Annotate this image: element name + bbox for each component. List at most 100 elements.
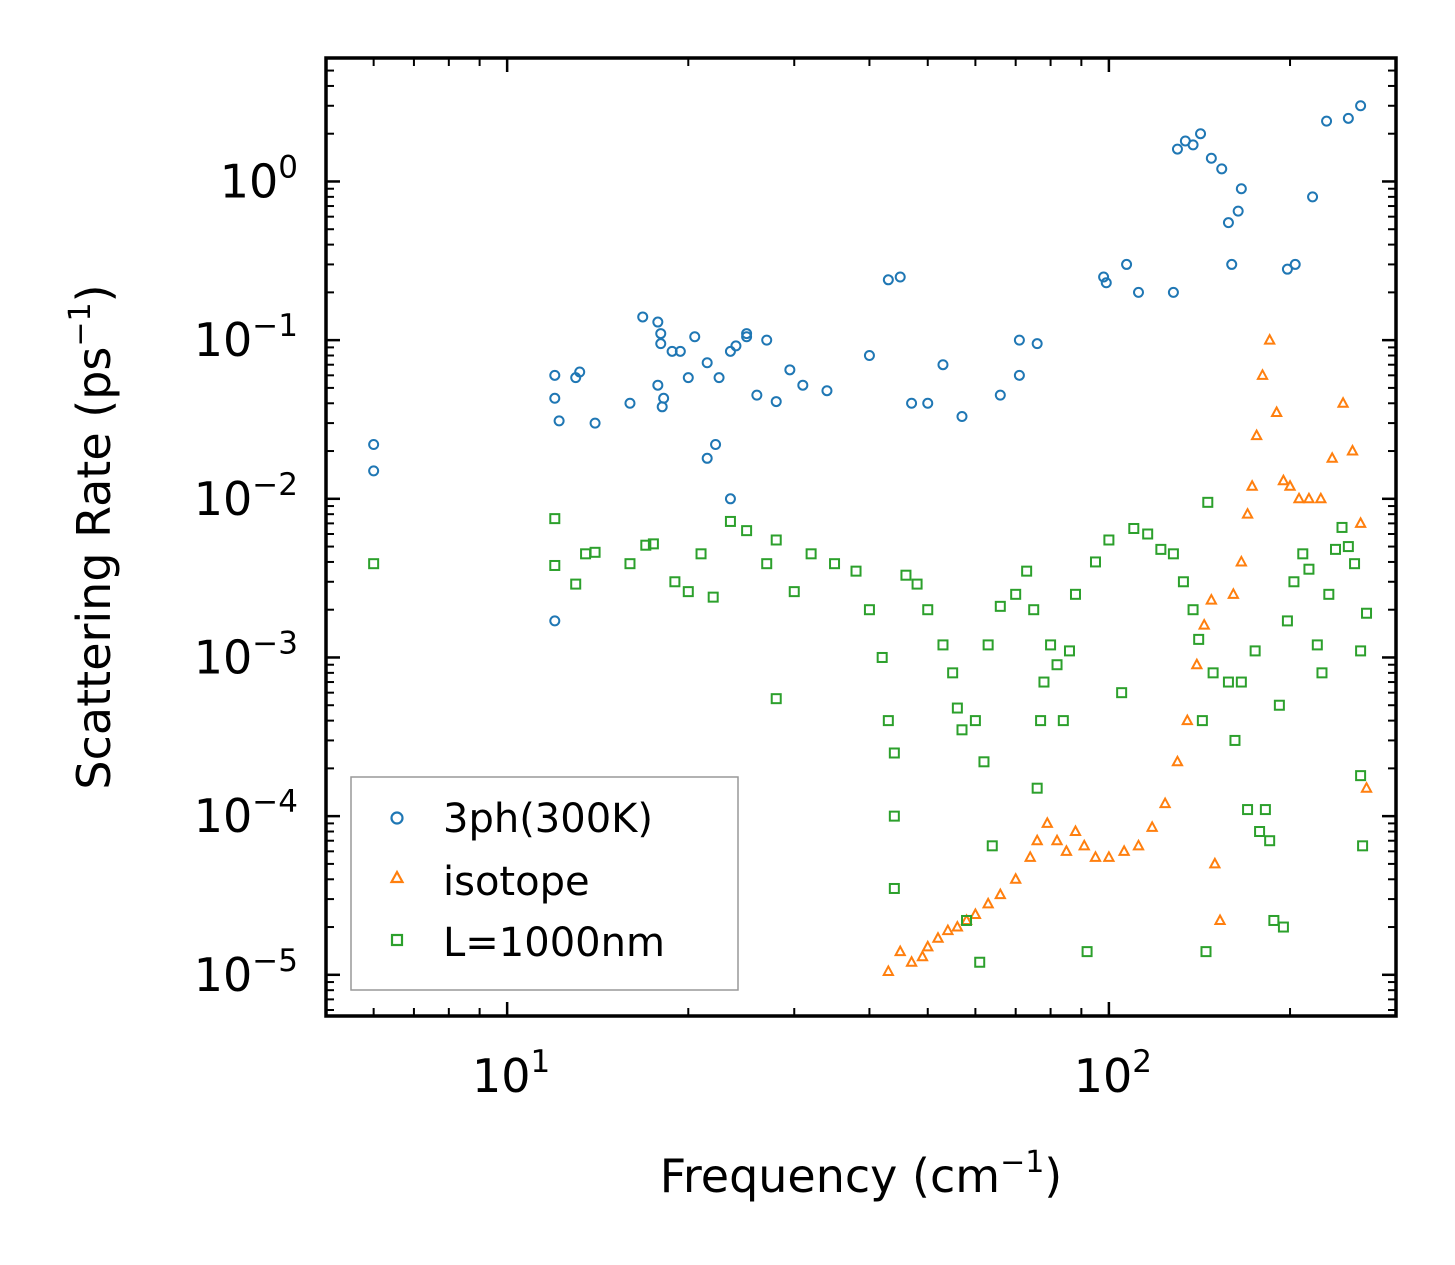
point-2-30: [922, 604, 934, 616]
point-0-31: [761, 334, 773, 346]
point-1-4: [921, 939, 935, 952]
point-0-61: [1235, 183, 1247, 195]
point-2-91: [1355, 770, 1367, 782]
point-1-15: [1041, 816, 1054, 828]
point-2-64: [1196, 715, 1208, 727]
point-2-43: [1021, 565, 1033, 577]
point-1-43: [1292, 491, 1306, 504]
point-0-54: [1187, 139, 1199, 151]
point-1-31: [1208, 856, 1222, 869]
point-0-48: [1100, 277, 1112, 289]
point-2-37: [974, 956, 986, 968]
point-0-16: [656, 401, 668, 413]
point-0-52: [1171, 143, 1183, 155]
point-2-93: [1361, 607, 1373, 619]
point-1-21: [1102, 850, 1116, 862]
point-2-34: [956, 724, 968, 736]
point-1-46: [1325, 451, 1339, 463]
point-2-24: [882, 715, 894, 727]
point-0-42: [956, 411, 968, 423]
point-1-48: [1346, 443, 1359, 456]
point-1-28: [1190, 657, 1204, 670]
y-tick-label: 10−4: [194, 784, 298, 843]
point-2-88: [1342, 541, 1354, 553]
point-0-33: [784, 364, 796, 376]
point-2-44: [1028, 604, 1040, 616]
point-1-41: [1277, 473, 1290, 486]
y-tick-label: 10−2: [194, 467, 298, 526]
point-1-22: [1117, 844, 1131, 856]
point-0-56: [1205, 152, 1217, 164]
point-0-63: [1289, 258, 1301, 270]
point-2-13: [724, 515, 736, 527]
point-2-29: [911, 578, 923, 590]
point-0-40: [922, 397, 934, 409]
tick-label-layer: 101 102 100 10−1 10−2 10−3 10−4 10−5: [194, 149, 1152, 1103]
point-2-84: [1316, 667, 1328, 679]
x-axis-title: Frequency (cm−1): [660, 1145, 1063, 1203]
point-0-10: [637, 311, 649, 323]
point-2-28: [900, 569, 912, 581]
point-0-66: [1342, 112, 1354, 124]
point-2-89: [1349, 558, 1361, 570]
point-2-41: [994, 600, 1006, 612]
point-0-41: [937, 359, 949, 371]
point-0-38: [894, 271, 906, 283]
point-0-36: [863, 350, 875, 362]
point-1-11: [994, 887, 1007, 900]
point-1-29: [1197, 617, 1211, 630]
point-0-4: [553, 415, 565, 427]
point-0-19: [682, 372, 694, 384]
point-0-37: [882, 274, 894, 286]
point-1-13: [1023, 850, 1037, 862]
legend-marker-isotope: [389, 869, 405, 884]
point-0-12: [655, 328, 667, 340]
legend-box: [350, 776, 739, 991]
point-0-49: [1121, 258, 1133, 270]
point-1-47: [1336, 396, 1350, 408]
point-2-74: [1259, 804, 1271, 816]
y-tick-label: 100: [220, 149, 298, 208]
point-2-33: [951, 702, 963, 714]
point-2-39: [982, 639, 994, 651]
point-0-35: [821, 385, 833, 397]
point-1-19: [1077, 838, 1091, 851]
point-2-23: [876, 651, 888, 663]
point-2-12: [707, 591, 719, 603]
point-2-60: [1167, 548, 1179, 560]
point-2-21: [850, 565, 862, 577]
point-2-82: [1303, 563, 1315, 575]
point-1-26: [1171, 754, 1184, 767]
point-0-5: [549, 615, 561, 627]
point-2-31: [937, 639, 949, 651]
point-1-3: [916, 949, 929, 962]
point-2-90: [1355, 645, 1367, 657]
series-2: [368, 496, 1373, 968]
point-2-86: [1329, 543, 1341, 555]
plot-frame: [324, 56, 1398, 1018]
point-2-55: [1103, 534, 1115, 546]
point-2-51: [1063, 645, 1075, 657]
point-2-42: [1010, 588, 1022, 600]
point-1-35: [1241, 507, 1254, 519]
point-1-6: [941, 923, 955, 936]
point-1-9: [969, 907, 982, 919]
point-0-11: [652, 316, 664, 328]
point-2-63: [1193, 633, 1205, 645]
point-0-21: [701, 357, 713, 369]
series-0: [368, 100, 1367, 627]
point-1-44: [1302, 491, 1316, 504]
point-1-30: [1205, 592, 1218, 605]
point-1-5: [931, 931, 945, 943]
point-2-6: [624, 558, 636, 570]
point-1-17: [1060, 844, 1073, 856]
point-1-25: [1158, 796, 1172, 809]
legend-marker-boundary: [390, 933, 404, 947]
point-2-32: [947, 667, 959, 679]
point-0-32: [770, 396, 782, 408]
point-0-67: [1355, 100, 1367, 112]
point-2-16: [770, 534, 782, 546]
point-0-51: [1167, 286, 1179, 298]
y-tick-label: 10−1: [194, 308, 298, 367]
point-2-52: [1069, 588, 1081, 600]
